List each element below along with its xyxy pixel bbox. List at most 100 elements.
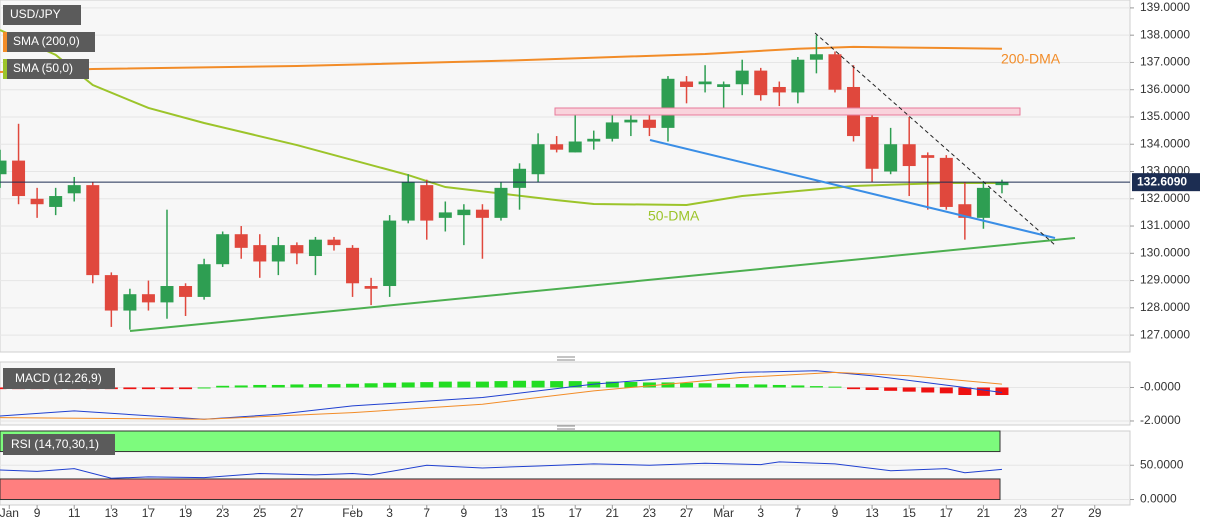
x-tick-label: Feb [342, 506, 363, 520]
histogram-bar [420, 382, 434, 388]
candle-body [772, 86, 786, 93]
candle-body [160, 286, 174, 303]
histogram-bar [475, 381, 489, 388]
x-tick-label: Jan [0, 506, 19, 520]
rsi-band [0, 478, 1001, 501]
candle-body [401, 182, 415, 221]
legend-box [3, 434, 115, 455]
histogram-bar [438, 381, 452, 388]
y-tick-label: 0.0000 [1140, 492, 1177, 506]
histogram-bar [401, 382, 415, 388]
x-tick-label: 15 [903, 506, 917, 520]
y-tick-label: 132.0000 [1140, 191, 1190, 205]
support-line [129, 237, 1076, 332]
candle-body [67, 185, 81, 194]
y-tick-label: 138.0000 [1140, 27, 1190, 41]
histogram-bar [976, 387, 990, 396]
histogram-bar [642, 382, 656, 388]
resize-handle[interactable] [557, 425, 575, 430]
candle-body [717, 84, 731, 87]
histogram-bar [550, 381, 564, 388]
histogram-bar [216, 385, 230, 388]
legend-swatch [3, 59, 7, 79]
histogram-bar [234, 385, 248, 388]
x-tick-label: 17 [940, 506, 954, 520]
histogram-bar [123, 387, 137, 390]
resize-handle[interactable] [557, 356, 575, 361]
candle-body [271, 245, 285, 262]
x-tick-label: 3 [757, 506, 764, 520]
annotation: 200-DMA [1001, 51, 1061, 67]
candle-body [86, 185, 100, 276]
histogram-bar [680, 382, 694, 388]
x-tick-label: 23 [216, 506, 230, 520]
candle-body [550, 144, 564, 150]
candle-body [123, 294, 137, 311]
histogram-bar [531, 380, 545, 388]
legend-box [3, 59, 89, 79]
candle-body [680, 81, 694, 87]
histogram-bar [568, 381, 582, 388]
histogram-bar [383, 382, 397, 388]
histogram-bar [364, 383, 378, 388]
histogram-bar [735, 384, 749, 388]
candle-body [513, 168, 527, 188]
candle-body [624, 119, 638, 123]
x-tick-label: 27 [1051, 506, 1065, 520]
x-tick-label: 29 [1088, 506, 1102, 520]
indicator-line [0, 370, 1003, 420]
candle-body [327, 239, 341, 246]
x-tick-label: 21 [977, 506, 991, 520]
candle-body [364, 286, 378, 289]
candle-body [698, 81, 712, 85]
x-tick-label: 27 [290, 506, 304, 520]
candle-body [735, 70, 749, 85]
x-tick-label: 7 [795, 506, 802, 520]
x-tick-label: 15 [531, 506, 545, 520]
x-tick-label: 21 [606, 506, 620, 520]
candle-body [290, 245, 304, 254]
candle-body [179, 286, 193, 297]
histogram-bar [828, 386, 842, 388]
x-tick-label: 19 [179, 506, 193, 520]
rsi-band [0, 430, 1001, 453]
histogram-bar [661, 382, 675, 388]
candle-body [587, 138, 601, 142]
candle-body [346, 247, 360, 284]
indicator-line [0, 45, 1002, 73]
histogram-bar [921, 387, 935, 393]
indicator-line [0, 29, 1002, 207]
histogram-bar [958, 387, 972, 396]
candle-body [661, 78, 675, 128]
histogram-bar [253, 384, 267, 388]
candle-body [475, 209, 489, 218]
histogram-bar [494, 381, 508, 388]
legend-box [3, 5, 81, 25]
histogram-bar [902, 387, 916, 392]
x-tick-label: 9 [34, 506, 41, 520]
x-tick-label: Mar [713, 506, 734, 520]
candle-body [754, 70, 768, 96]
histogram-bar [290, 384, 304, 388]
candle-body [809, 54, 823, 60]
legend-label: SMA (50,0) [13, 61, 73, 75]
candle-body [568, 141, 582, 153]
candle-body [308, 239, 322, 257]
histogram-bar [160, 387, 174, 390]
y-tick-label: 135.0000 [1140, 109, 1190, 123]
y-tick-label: 50.0000 [1140, 457, 1184, 471]
macd-panel [0, 361, 1131, 426]
candle-body [0, 160, 7, 175]
y-tick-label: 129.0000 [1140, 273, 1190, 287]
histogram-bar [457, 381, 471, 388]
histogram-bar [271, 384, 285, 388]
histogram-bar [791, 385, 805, 388]
candle-body [383, 220, 397, 287]
candle-body [104, 275, 118, 311]
candle-body [420, 185, 434, 221]
indicator-line [0, 371, 1003, 420]
trend-line [649, 139, 1056, 239]
candle-body [253, 245, 267, 262]
histogram-bar [995, 387, 1009, 396]
